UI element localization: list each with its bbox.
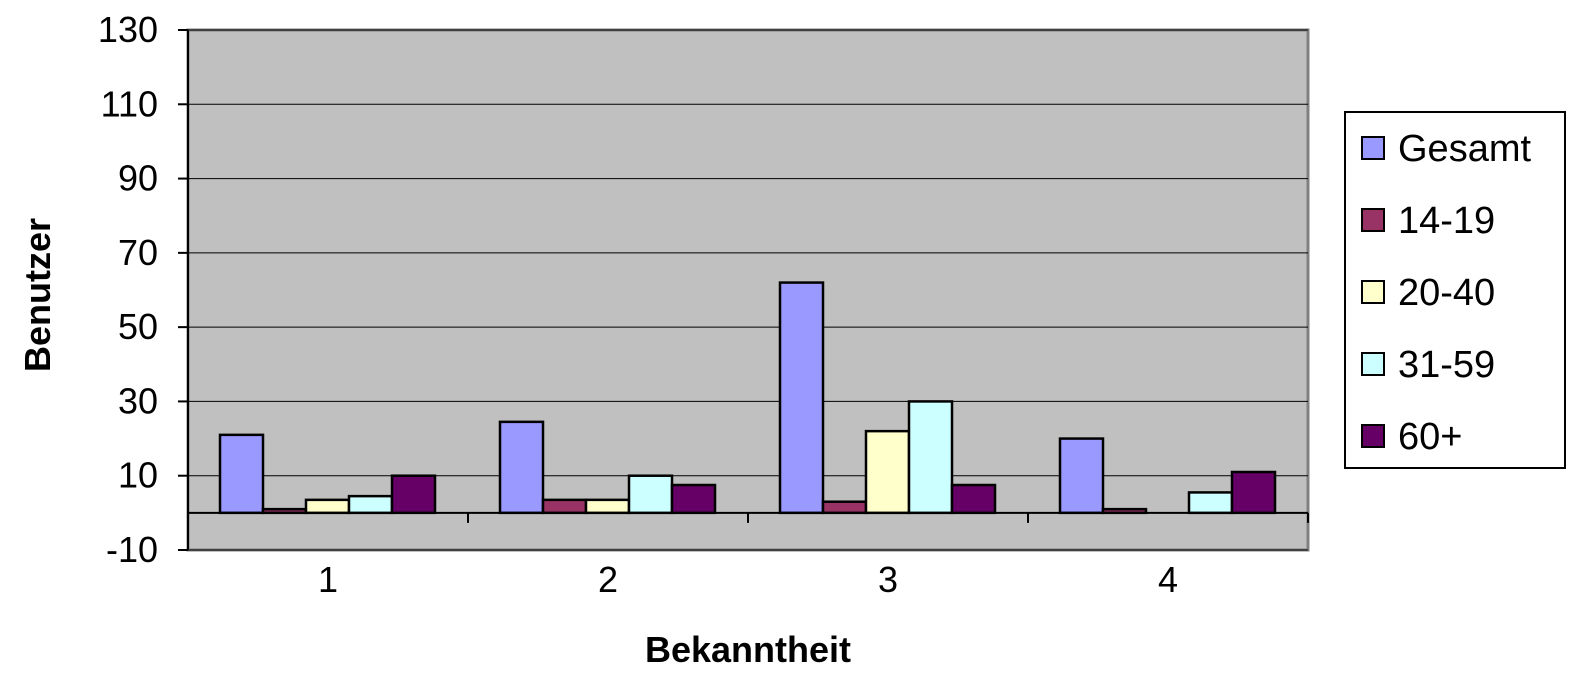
y-tick-label: 90	[118, 158, 158, 199]
x-tick-label: 2	[598, 559, 618, 600]
legend-swatch-60+	[1361, 424, 1385, 448]
bar-60+-3	[950, 483, 997, 515]
bar-14-19-3	[821, 500, 868, 515]
axes	[178, 29, 1309, 551]
bar-31-59-4	[1187, 491, 1234, 515]
legend-label-20-40: 20-40	[1398, 272, 1495, 314]
bar-20-40-1	[304, 498, 351, 515]
y-tick-label: 110	[101, 83, 158, 124]
bar-60+-4	[1230, 470, 1277, 515]
y-tick-label: 30	[118, 380, 158, 421]
y-tick-labels: 130 110 90 70 50 30 10 -10	[98, 9, 158, 570]
bar-31-59-1	[347, 494, 394, 515]
y-tick-label: 130	[98, 9, 158, 50]
bar-Gesamt-4	[1058, 437, 1105, 515]
legend-label-31-59: 31-59	[1398, 344, 1495, 386]
legend-label-14-19: 14-19	[1398, 200, 1495, 242]
legend-swatch-31-59	[1361, 352, 1385, 376]
gridlines	[188, 29, 1308, 551]
bar-Gesamt-1	[218, 433, 265, 515]
x-axis-title: Bekanntheit	[645, 629, 851, 670]
y-axis-title: Benutzer	[17, 218, 58, 372]
bar-31-59-3	[907, 400, 954, 515]
y-tick-label: 50	[118, 306, 158, 347]
x-tick-label: 1	[318, 559, 338, 600]
bar-14-19-2	[541, 498, 588, 515]
legend-label-60+: 60+	[1398, 416, 1462, 458]
bar-Gesamt-3	[778, 281, 825, 515]
x-tick-label: 4	[1158, 559, 1178, 600]
legend-swatch-Gesamt	[1361, 136, 1385, 160]
bar-60+-1	[390, 474, 437, 515]
legend-label-Gesamt: Gesamt	[1398, 128, 1531, 170]
bar-Gesamt-2	[498, 420, 545, 515]
x-tick-labels: 1 2 3 4	[318, 559, 1178, 600]
legend-swatch-14-19	[1361, 208, 1385, 232]
x-tick-label: 3	[878, 559, 898, 600]
plot-area	[186, 28, 1310, 552]
bar-20-40-2	[584, 498, 631, 515]
y-tick-label: -10	[106, 529, 158, 570]
bar-20-40-3	[864, 429, 911, 515]
bars-group	[218, 281, 1277, 515]
bar-60+-2	[670, 483, 717, 515]
legend: Gesamt 14-19 20-40 31-59 60+	[1344, 111, 1566, 469]
y-tick-label: 70	[118, 232, 158, 273]
bar-31-59-2	[627, 474, 674, 515]
legend-swatch-20-40	[1361, 280, 1385, 304]
y-tick-label: 10	[118, 455, 158, 496]
